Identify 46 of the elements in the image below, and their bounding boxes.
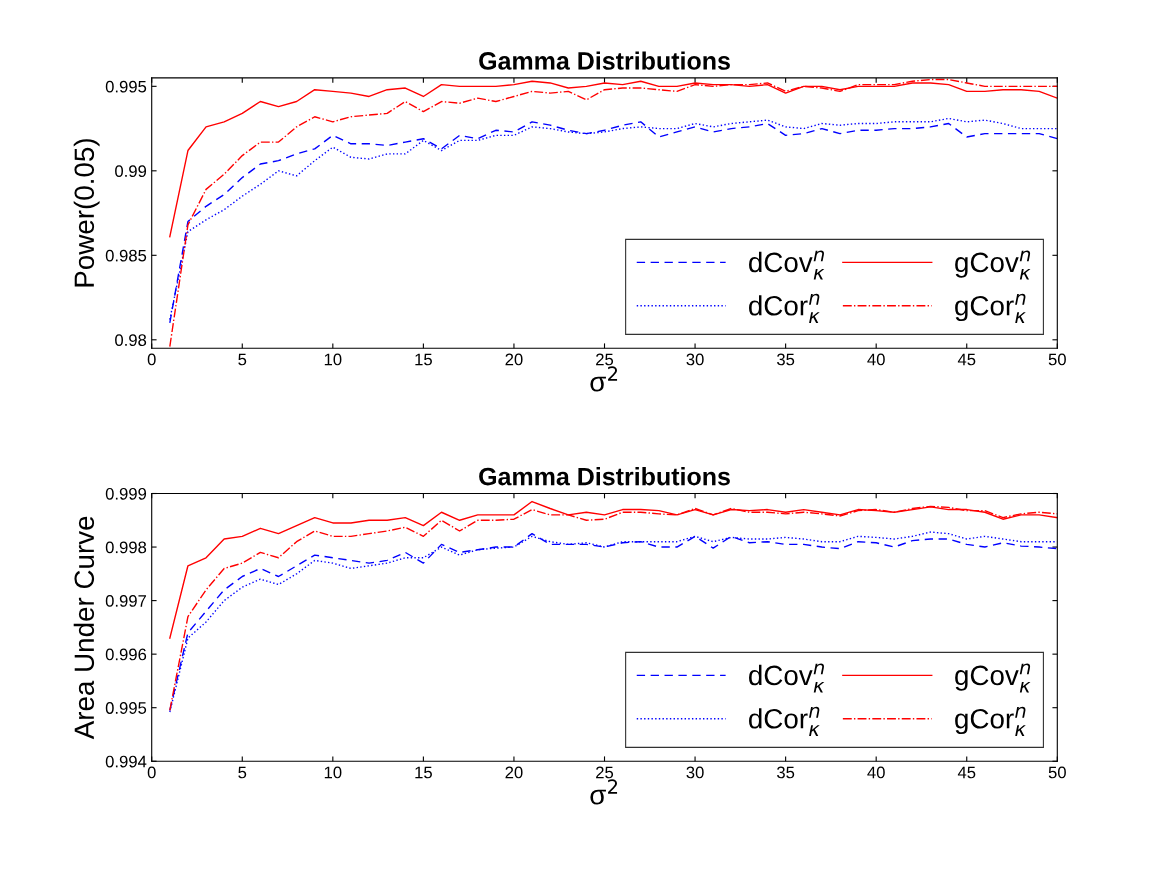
x-tick-label: 5 — [238, 353, 247, 366]
x-tick-label: 25 — [596, 766, 614, 779]
x-tick-label: 0 — [147, 766, 156, 779]
legend-label: dCov$^{n}$$_{κ}$ — [749, 250, 825, 280]
y-tick-label: 0.999 — [105, 487, 147, 500]
y-tick-label: 0.995 — [105, 702, 147, 714]
x-tick-label: 50 — [1048, 353, 1066, 366]
y-tick-label: 0.997 — [105, 595, 147, 607]
y-axis-title: Area Under Curve — [73, 516, 95, 740]
x-tick-label: 20 — [505, 766, 523, 779]
x-axis-title: σ$^{2}$ — [590, 779, 618, 805]
chart-title: Gamma Distributions — [479, 467, 730, 486]
x-tick-label: 35 — [776, 353, 795, 366]
y-tick-label: 0.99 — [115, 165, 147, 178]
legend-label: dCor$^{n}$$_{κ}$ — [749, 706, 820, 736]
legend-label: gCor$^{n}$$_{κ}$ — [955, 706, 1026, 736]
x-tick-label: 10 — [324, 353, 342, 366]
legend-label: gCov$^{n}$$_{κ}$ — [955, 250, 1031, 280]
x-tick-label: 50 — [1048, 766, 1066, 779]
x-tick-label: 15 — [415, 353, 432, 366]
x-tick-label: 30 — [686, 353, 704, 366]
x-tick-label: 45 — [957, 766, 976, 779]
y-tick-label: 0.98 — [115, 334, 147, 346]
y-tick-label: 0.985 — [105, 249, 147, 262]
x-tick-label: 45 — [957, 353, 976, 366]
legend-label: gCor$^{n}$$_{κ}$ — [955, 293, 1026, 323]
y-axis-title: Power(0.05) — [73, 139, 100, 287]
y-tick-label: 0.998 — [105, 541, 147, 554]
y-tick-label: 0.994 — [105, 755, 147, 768]
legend-label: dCov$^{n}$$_{κ}$ — [749, 663, 825, 693]
legend-label: dCor$^{n}$$_{κ}$ — [749, 293, 820, 323]
y-tick-label: 0.996 — [105, 648, 147, 661]
x-tick-label: 30 — [686, 766, 704, 779]
legend-label: gCov$^{n}$$_{κ}$ — [955, 663, 1031, 693]
x-tick-label: 0 — [147, 353, 156, 366]
x-axis-title: σ$^{2}$ — [590, 366, 618, 392]
x-tick-label: 35 — [776, 766, 795, 779]
x-tick-label: 10 — [324, 766, 342, 779]
x-tick-label: 15 — [415, 766, 432, 779]
x-tick-label: 40 — [867, 353, 885, 366]
x-tick-label: 5 — [238, 766, 247, 779]
chart-title: Gamma Distributions — [479, 51, 730, 70]
x-tick-label: 25 — [596, 353, 614, 366]
x-tick-label: 20 — [505, 353, 523, 366]
x-tick-label: 40 — [867, 766, 885, 779]
y-tick-label: 0.995 — [105, 80, 147, 93]
